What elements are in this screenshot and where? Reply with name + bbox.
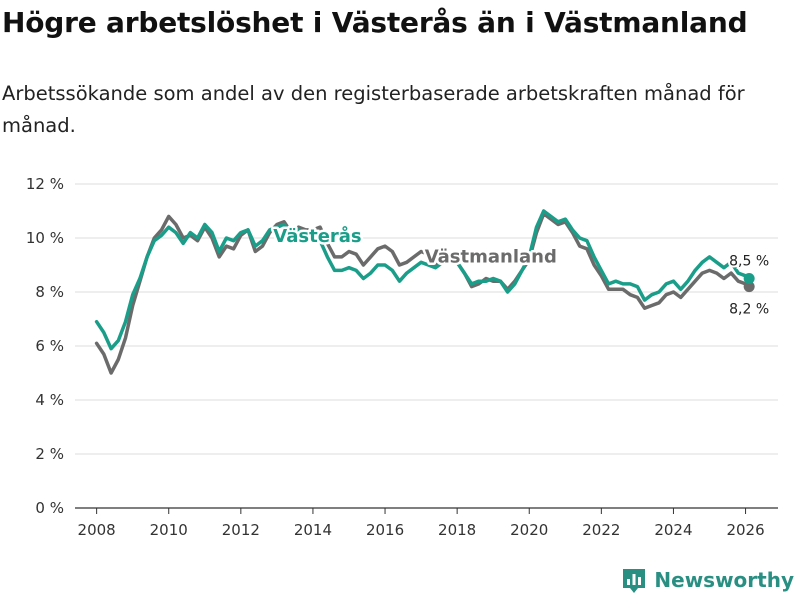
series-label: Västerås <box>273 225 361 247</box>
y-tick-label: 4 % <box>35 391 64 409</box>
x-tick-label: 2022 <box>582 521 620 539</box>
series-line-västmanland <box>94 211 751 375</box>
x-tick-label: 2008 <box>78 521 116 539</box>
x-tick-label: 2024 <box>654 521 692 539</box>
x-tick-label: 2018 <box>438 521 476 539</box>
x-tick-label: 2014 <box>294 521 332 539</box>
y-tick-label: 12 % <box>26 175 64 193</box>
y-tick-label: 0 % <box>35 499 64 517</box>
y-tick-label: 10 % <box>26 229 64 247</box>
series-endpoint-västerås <box>743 273 755 284</box>
brand-logo[interactable]: Newsworthy <box>622 566 794 594</box>
x-tick-label: 2026 <box>726 521 764 539</box>
series-label: Västmanland <box>425 246 557 267</box>
y-tick-label: 2 % <box>35 445 64 463</box>
y-tick-label: 8 % <box>35 283 64 301</box>
brand-name: Newsworthy <box>654 568 794 592</box>
chart-title: Högre arbetslöshet i Västerås än i Västm… <box>2 6 748 39</box>
series-line-västerås <box>94 209 751 351</box>
x-tick-label: 2012 <box>222 521 260 539</box>
x-tick-label: 2016 <box>366 521 404 539</box>
x-tick-label: 2010 <box>150 521 188 539</box>
chart-subtitle: Arbetssökande som andel av den registerb… <box>2 82 745 137</box>
y-tick-label: 6 % <box>35 337 64 355</box>
end-value-label: 8,5 % <box>729 254 769 270</box>
x-tick-label: 2020 <box>510 521 548 539</box>
bar-chart-logo-icon <box>623 569 646 593</box>
series-endpoint-västmanland <box>743 281 755 293</box>
end-value-label: 8,2 % <box>729 302 769 318</box>
